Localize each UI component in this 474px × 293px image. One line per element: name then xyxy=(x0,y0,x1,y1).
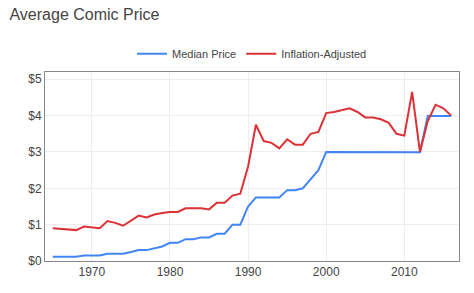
svg-text:1970: 1970 xyxy=(79,265,106,279)
svg-text:Inflation-Adjusted: Inflation-Adjusted xyxy=(281,48,366,60)
svg-text:1990: 1990 xyxy=(235,265,262,279)
svg-text:$1: $1 xyxy=(28,218,42,232)
svg-text:2000: 2000 xyxy=(313,265,340,279)
svg-text:$4: $4 xyxy=(28,109,42,123)
svg-text:1980: 1980 xyxy=(157,265,184,279)
svg-text:$3: $3 xyxy=(28,145,42,159)
svg-text:$2: $2 xyxy=(28,182,42,196)
svg-text:Average Comic Price: Average Comic Price xyxy=(9,6,159,23)
svg-text:Median Price: Median Price xyxy=(172,48,236,60)
svg-text:$5: $5 xyxy=(28,72,42,86)
svg-text:2010: 2010 xyxy=(391,265,418,279)
svg-text:$0: $0 xyxy=(28,254,42,268)
